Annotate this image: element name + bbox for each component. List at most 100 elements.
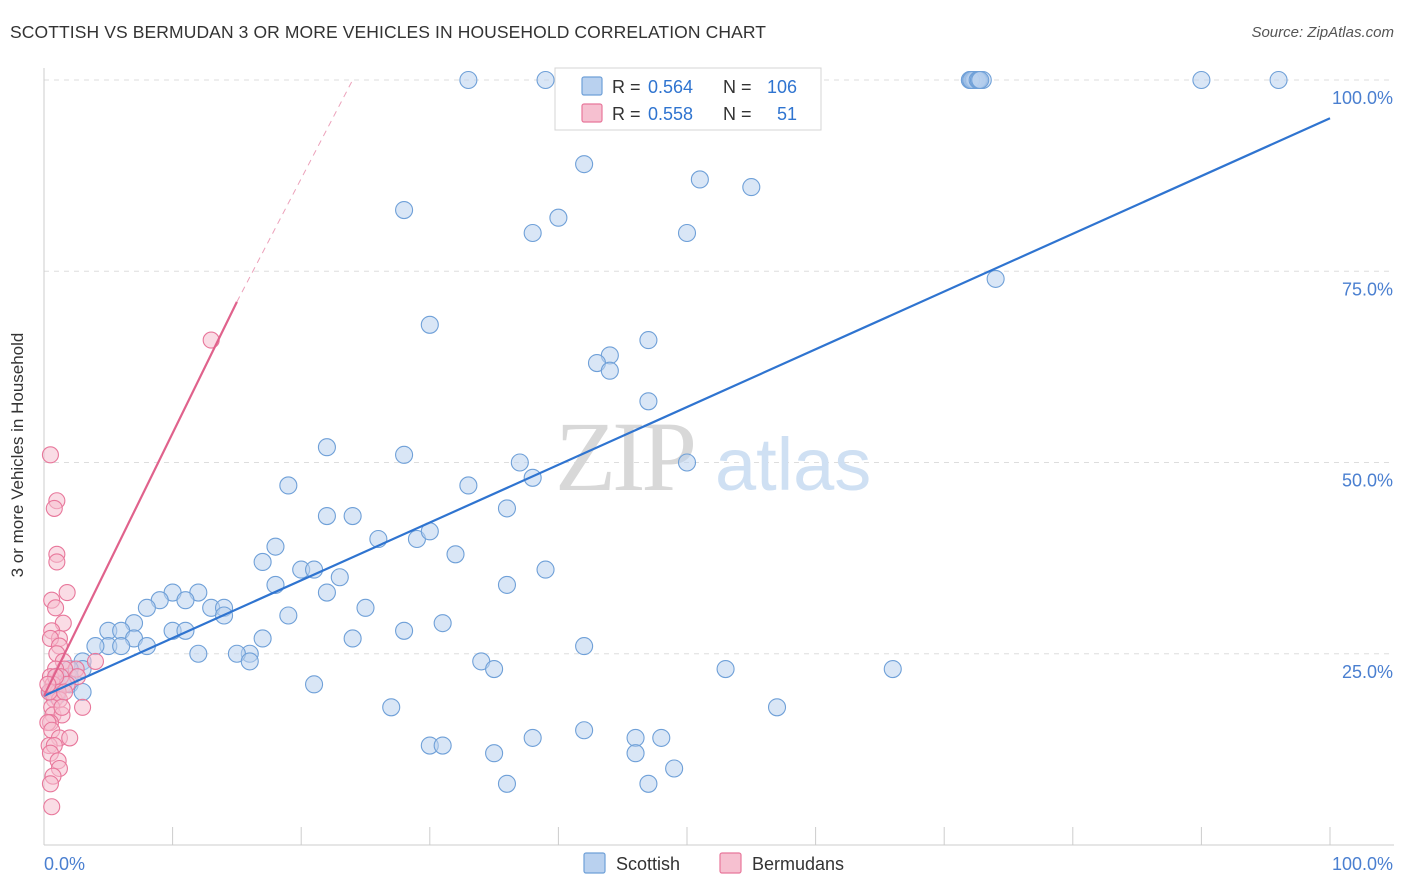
x-tick-label-2: 100.0%: [1332, 854, 1393, 874]
scottish-point: [575, 721, 594, 740]
scottish-point: [575, 155, 594, 174]
scottish-point: [420, 315, 439, 334]
scottish-point: [523, 223, 542, 243]
scottish-point: [395, 201, 414, 220]
scottish-point: [536, 70, 555, 90]
scottish-point: [510, 453, 529, 472]
y-tick-label-2: 50.0%: [1342, 471, 1393, 491]
watermark: ZIP atlas: [555, 401, 871, 512]
scottish-point: [343, 629, 362, 648]
scottish-point: [433, 736, 452, 755]
scottish-point: [626, 744, 645, 763]
scottish-point: [330, 568, 349, 587]
scottish-point: [240, 652, 259, 671]
chart-source: Source: ZipAtlas.com: [1251, 24, 1394, 41]
trend-line-scottish: [43, 117, 1331, 697]
scottish-point: [986, 269, 1005, 288]
scottish-point: [665, 759, 684, 778]
scottish-point: [459, 476, 478, 495]
legend-top: R = 0.564 N = 106 R = 0.558 N = 51: [554, 67, 822, 131]
scottish-point: [137, 598, 156, 617]
scottish-point: [639, 774, 658, 793]
y-tick-label-3: 75.0%: [1342, 279, 1393, 299]
grid-lines: [44, 79, 1394, 655]
scottish-point: [1269, 70, 1288, 90]
scottish-point: [317, 506, 336, 526]
legend-r-value-1: 0.564: [648, 77, 693, 97]
scottish-point: [549, 208, 568, 227]
scottish-point: [86, 637, 105, 656]
chart-title: SCOTTISH VS BERMUDAN 3 OR MORE VEHICLES …: [10, 22, 767, 42]
scottish-point: [652, 728, 671, 747]
scottish-point: [446, 545, 465, 564]
scottish-point: [305, 675, 324, 694]
scottish-point: [317, 583, 336, 602]
legend-bottom-swatch-bermudans: [719, 852, 742, 874]
legend-swatch-pink: [581, 103, 603, 123]
bermudans-point: [61, 729, 79, 747]
scottish-point: [767, 698, 787, 717]
scottish-point: [343, 506, 362, 526]
legend-r-label-2: R =: [612, 104, 641, 124]
legend-n-value-1: 106: [767, 77, 797, 97]
scottish-point: [73, 682, 92, 702]
scottish-point: [677, 223, 697, 243]
scottish-point: [356, 598, 375, 617]
scottish-point: [253, 629, 272, 648]
scottish-point: [716, 659, 735, 679]
scottish-point: [690, 170, 709, 189]
scottish-point: [626, 728, 645, 747]
scottish-point: [497, 499, 517, 518]
legend-r-value-2: 0.558: [648, 104, 693, 124]
legend-n-value-2: 51: [777, 104, 797, 124]
scottish-point: [639, 331, 658, 350]
scottish-point: [971, 70, 990, 90]
bermudans-point: [45, 499, 63, 517]
scottish-point: [485, 659, 504, 679]
bermudans-point: [41, 446, 59, 464]
bermudans-point: [48, 553, 66, 571]
scottish-point: [395, 621, 414, 640]
scottish-point: [266, 537, 285, 556]
scottish-point: [600, 361, 619, 380]
scottish-point: [279, 476, 298, 495]
scottish-point: [253, 552, 272, 572]
scottish-point: [112, 637, 131, 656]
scottish-point: [1192, 70, 1211, 90]
scottish-point: [382, 698, 401, 717]
scottish-point: [497, 575, 517, 594]
bermudans-point: [43, 798, 61, 816]
scottish-point: [395, 445, 414, 464]
bermudans-point: [74, 698, 92, 716]
scottish-point: [639, 392, 658, 411]
legend-bottom-label-bermudans: Bermudans: [752, 854, 844, 874]
tick-labels: 25.0% 50.0% 75.0% 100.0% 0.0% 100.0%: [44, 88, 1393, 874]
scottish-point: [536, 560, 555, 579]
scottish-point: [575, 637, 594, 656]
scottish-point: [497, 774, 517, 793]
watermark-atlas: atlas: [715, 423, 871, 506]
scottish-point: [485, 744, 504, 763]
scottish-point: [317, 438, 336, 457]
legend-swatch-blue: [581, 76, 603, 96]
trend-line-bermudans-extension: [236, 79, 354, 303]
legend-n-label-1: N =: [723, 77, 752, 97]
scottish-point: [742, 178, 761, 197]
scottish-point: [176, 591, 195, 610]
scottish-point: [523, 468, 542, 487]
legend-bottom: Scottish Bermudans: [583, 852, 844, 874]
trend-lines: [43, 79, 1331, 697]
bermudans-point: [202, 331, 220, 349]
legend-bottom-swatch-scottish: [583, 852, 606, 874]
trend-line-bermudans: [43, 301, 238, 697]
bermudans-point: [41, 775, 59, 793]
bermudans-point: [86, 652, 104, 670]
x-tick-label-1: 0.0%: [44, 854, 85, 874]
legend-n-label-2: N =: [723, 104, 752, 124]
y-tick-label-4: 100.0%: [1332, 88, 1393, 108]
scottish-point: [279, 606, 298, 625]
scottish-point: [189, 644, 208, 663]
y-tick-label-1: 25.0%: [1342, 662, 1393, 682]
legend-r-label-1: R =: [612, 77, 641, 97]
